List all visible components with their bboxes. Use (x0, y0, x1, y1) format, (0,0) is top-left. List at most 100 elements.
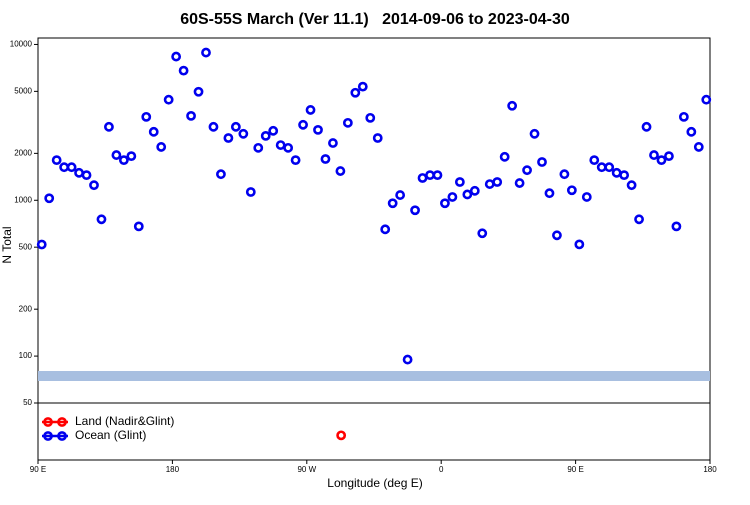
point (581, 192, 592, 202)
point (283, 142, 294, 153)
point (402, 354, 413, 365)
point (432, 170, 443, 181)
point (126, 151, 137, 162)
legend-marker (43, 417, 53, 427)
point (664, 151, 674, 162)
point (477, 228, 488, 239)
point (634, 214, 644, 225)
point (275, 140, 286, 150)
point (365, 112, 376, 123)
point (66, 162, 77, 173)
point (335, 166, 346, 176)
point (178, 65, 189, 76)
point (156, 142, 167, 152)
x-axis-label: Longitude (deg E) (327, 476, 422, 490)
x-tick-label: 180 (703, 465, 717, 474)
point (186, 110, 196, 121)
point (268, 125, 279, 136)
y-tick-label: 1000 (14, 195, 32, 204)
point (141, 111, 152, 122)
point (425, 170, 435, 181)
legend-marker (43, 431, 53, 441)
point (357, 81, 368, 92)
point (111, 150, 122, 160)
point (118, 155, 129, 166)
y-axis-label: N Total (0, 226, 14, 263)
point (559, 169, 570, 180)
point (387, 198, 398, 209)
point (305, 105, 316, 115)
point (507, 100, 518, 111)
point (74, 167, 84, 178)
legend-label: Ocean (Glint) (75, 428, 146, 442)
point (171, 51, 182, 62)
point (328, 138, 338, 148)
point (678, 111, 689, 122)
x-tick-label: 180 (166, 465, 180, 474)
point (395, 190, 406, 200)
point (499, 151, 510, 162)
y-tick-label: 10000 (10, 40, 33, 49)
point (469, 185, 480, 196)
point (417, 173, 428, 183)
point (36, 239, 47, 250)
point (59, 162, 70, 173)
point (313, 124, 323, 135)
point (410, 205, 420, 216)
point (336, 430, 347, 441)
point (604, 162, 615, 173)
point (641, 121, 652, 132)
point (686, 126, 697, 137)
y-tick-label: 2000 (14, 148, 32, 157)
point (380, 224, 391, 235)
point (290, 155, 301, 166)
point (342, 117, 353, 128)
point (89, 180, 99, 191)
y-tick-label: 50 (23, 398, 32, 407)
point (544, 188, 555, 199)
land-band (38, 371, 710, 381)
point (619, 170, 630, 181)
point (462, 189, 473, 200)
point (298, 119, 308, 130)
point (447, 192, 458, 202)
legend-marker (57, 417, 67, 427)
point (208, 121, 219, 132)
chart-title: 60S-55S March (Ver 11.1) 2014-09-06 to 2… (180, 11, 570, 28)
point (230, 121, 241, 132)
point (253, 142, 264, 153)
point (522, 165, 532, 176)
x-tick-label: 90 E (30, 465, 46, 474)
point (320, 154, 331, 164)
plot-frame (37, 37, 711, 461)
point (492, 177, 503, 187)
y-tick-label: 5000 (14, 86, 32, 95)
point (96, 214, 107, 225)
point (372, 133, 383, 143)
point (163, 94, 174, 105)
point (514, 178, 525, 188)
point (484, 179, 495, 189)
point (701, 94, 712, 105)
legend-marker (57, 431, 67, 441)
x-tick-label: 0 (439, 465, 444, 474)
point (589, 155, 600, 166)
point (81, 170, 92, 181)
point (596, 162, 607, 173)
point (260, 130, 271, 141)
point (574, 239, 585, 250)
legend-label: Land (Nadir&Glint) (75, 414, 174, 428)
point (216, 169, 226, 180)
point (537, 157, 547, 167)
point (201, 47, 211, 58)
point (693, 142, 704, 152)
point (440, 198, 450, 209)
point (223, 133, 234, 143)
point (51, 155, 62, 166)
y-tick-label: 200 (19, 304, 33, 313)
point (238, 128, 249, 139)
y-tick-label: 100 (19, 351, 33, 360)
point (566, 185, 577, 196)
x-tick-label: 90 E (567, 465, 583, 474)
